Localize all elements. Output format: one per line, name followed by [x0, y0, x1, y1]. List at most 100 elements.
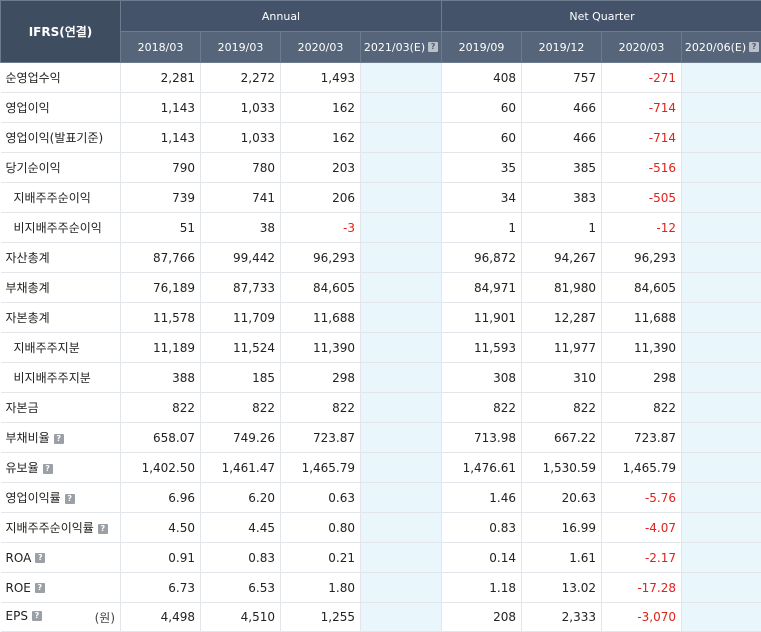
- annual-period-header: 2020/03: [281, 32, 361, 63]
- estimate-value-cell: [361, 453, 442, 483]
- help-icon[interactable]: ?: [98, 524, 108, 534]
- value-cell: 298: [602, 363, 682, 393]
- row-label: 자본총계: [6, 311, 50, 325]
- estimate-value-cell: [682, 543, 761, 573]
- estimate-value-cell: [361, 513, 442, 543]
- value-cell: 1,033: [201, 93, 281, 123]
- estimate-value-cell: [361, 483, 442, 513]
- row-label-cell: 비지배주주지분: [1, 363, 121, 393]
- quarter-period-header: 2019/09: [442, 32, 522, 63]
- value-cell: 780: [201, 153, 281, 183]
- value-cell: 1.18: [442, 573, 522, 603]
- value-cell: 1,402.50: [121, 453, 201, 483]
- value-cell: 757: [522, 63, 602, 93]
- annual-period-header: 2018/03: [121, 32, 201, 63]
- value-cell: 1,465.79: [602, 453, 682, 483]
- value-cell: -714: [602, 93, 682, 123]
- estimate-value-cell: [682, 483, 761, 513]
- value-cell: 466: [522, 123, 602, 153]
- estimate-value-cell: [682, 573, 761, 603]
- value-cell: 0.14: [442, 543, 522, 573]
- row-label-cell: 영업이익: [1, 93, 121, 123]
- estimate-value-cell: [361, 333, 442, 363]
- row-label-cell: 자본금: [1, 393, 121, 423]
- estimate-value-cell: [361, 603, 442, 632]
- ifrs-header: IFRS(연결): [1, 1, 121, 63]
- value-cell: 11,524: [201, 333, 281, 363]
- row-label-cell: EPS?(원): [1, 603, 121, 632]
- value-cell: 203: [281, 153, 361, 183]
- row-label-cell: 순영업수익: [1, 63, 121, 93]
- estimate-value-cell: [361, 393, 442, 423]
- row-label: 지배주주순이익률: [6, 521, 94, 535]
- value-cell: 739: [121, 183, 201, 213]
- row-label: 영업이익: [6, 101, 50, 115]
- value-cell: 11,977: [522, 333, 602, 363]
- estimate-value-cell: [682, 213, 761, 243]
- row-label-cell: 부채총계: [1, 273, 121, 303]
- value-cell: 667.22: [522, 423, 602, 453]
- estimate-value-cell: [682, 93, 761, 123]
- help-icon[interactable]: ?: [32, 611, 42, 621]
- row-label: 지배주주순이익: [14, 191, 91, 205]
- value-cell: 84,605: [281, 273, 361, 303]
- value-cell: 298: [281, 363, 361, 393]
- help-icon[interactable]: ?: [35, 553, 45, 563]
- help-icon[interactable]: ?: [35, 583, 45, 593]
- row-label-cell: 비지배주주순이익: [1, 213, 121, 243]
- value-cell: 11,189: [121, 333, 201, 363]
- row-label-cell: ROA?: [1, 543, 121, 573]
- estimate-value-cell: [361, 153, 442, 183]
- row-label-cell: 부채비율?: [1, 423, 121, 453]
- value-cell: 310: [522, 363, 602, 393]
- value-cell: 208: [442, 603, 522, 632]
- value-cell: 87,733: [201, 273, 281, 303]
- quarter-group-header: Net Quarter: [442, 1, 761, 32]
- estimate-value-cell: [361, 183, 442, 213]
- value-cell: 11,390: [281, 333, 361, 363]
- estimate-value-cell: [682, 123, 761, 153]
- help-icon[interactable]: ?: [65, 494, 75, 504]
- value-cell: 12,287: [522, 303, 602, 333]
- help-icon[interactable]: ?: [749, 42, 759, 52]
- value-cell: 388: [121, 363, 201, 393]
- value-cell: 1,493: [281, 63, 361, 93]
- estimate-value-cell: [682, 423, 761, 453]
- value-cell: 96,872: [442, 243, 522, 273]
- value-cell: 99,442: [201, 243, 281, 273]
- value-cell: 1,465.79: [281, 453, 361, 483]
- annual-period-header: 2021/03(E)?: [361, 32, 442, 63]
- value-cell: 94,267: [522, 243, 602, 273]
- value-cell: 822: [522, 393, 602, 423]
- value-cell: 383: [522, 183, 602, 213]
- value-cell: 13.02: [522, 573, 602, 603]
- value-cell: 96,293: [602, 243, 682, 273]
- value-cell: 1.80: [281, 573, 361, 603]
- value-cell: 84,605: [602, 273, 682, 303]
- value-cell: -3: [281, 213, 361, 243]
- value-cell: 11,593: [442, 333, 522, 363]
- row-label-cell: 유보율?: [1, 453, 121, 483]
- value-cell: 1,530.59: [522, 453, 602, 483]
- value-cell: 0.80: [281, 513, 361, 543]
- value-cell: 60: [442, 123, 522, 153]
- help-icon[interactable]: ?: [428, 42, 438, 52]
- help-icon[interactable]: ?: [54, 434, 64, 444]
- value-cell: 11,709: [201, 303, 281, 333]
- value-cell: 0.83: [201, 543, 281, 573]
- value-cell: 185: [201, 363, 281, 393]
- value-cell: 60: [442, 93, 522, 123]
- value-cell: 822: [281, 393, 361, 423]
- help-icon[interactable]: ?: [43, 464, 53, 474]
- value-cell: 1,461.47: [201, 453, 281, 483]
